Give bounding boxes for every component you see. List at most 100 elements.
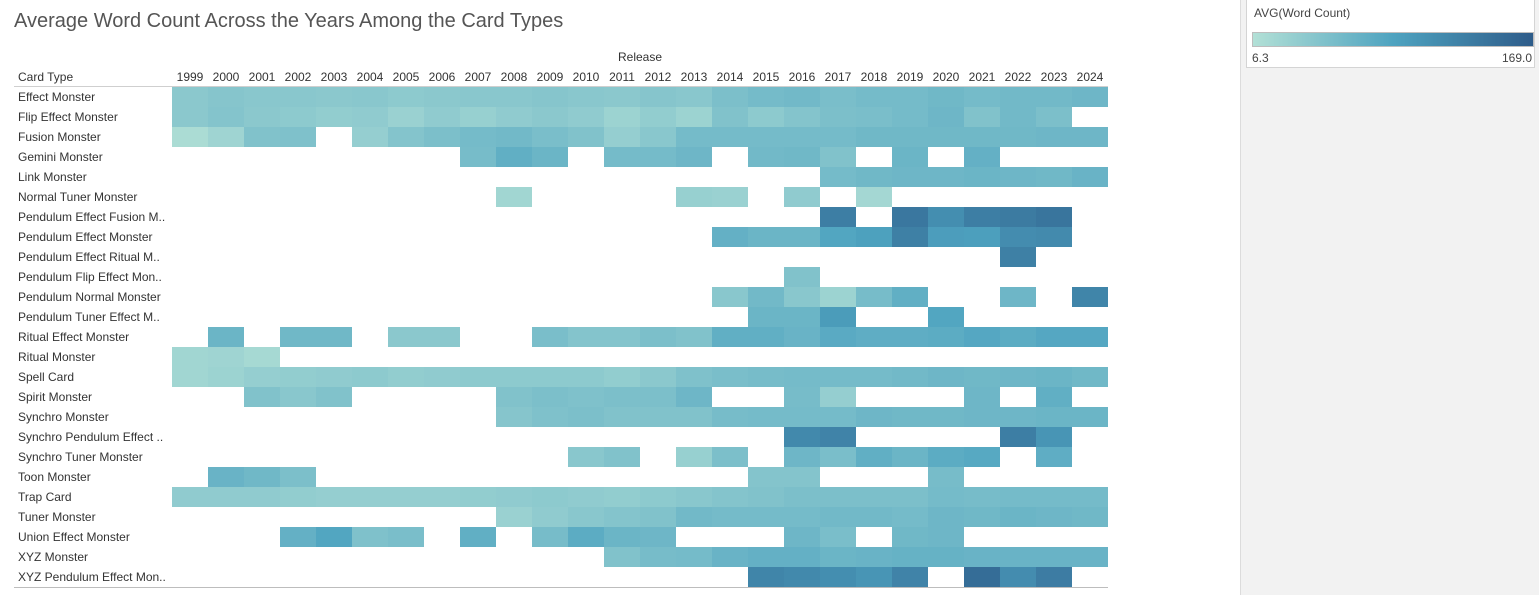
heatmap-cell xyxy=(748,407,784,427)
x-tick-label: 2020 xyxy=(933,70,960,84)
heatmap-cell xyxy=(316,387,352,407)
heatmap-cell xyxy=(1036,547,1072,567)
x-tick-label: 2023 xyxy=(1041,70,1068,84)
heatmap-cell xyxy=(496,487,532,507)
y-axis-header: Card Type xyxy=(18,70,73,84)
heatmap-cell xyxy=(784,407,820,427)
y-tick-label: Trap Card xyxy=(18,490,72,504)
legend-title: AVG(Word Count) xyxy=(1254,6,1351,20)
heatmap-cell xyxy=(676,187,712,207)
heatmap-cell xyxy=(712,547,748,567)
heatmap-cell xyxy=(784,567,820,587)
heatmap-cell xyxy=(208,107,244,127)
heatmap-cell xyxy=(820,387,856,407)
heatmap-cell xyxy=(892,167,928,187)
heatmap-cell xyxy=(496,187,532,207)
heatmap-cell xyxy=(856,567,892,587)
heatmap-cell xyxy=(568,127,604,147)
heatmap-cell xyxy=(280,87,316,107)
heatmap-cell xyxy=(568,107,604,127)
heatmap-cell xyxy=(532,387,568,407)
x-axis-header: Release xyxy=(618,50,662,64)
heatmap-cell xyxy=(820,507,856,527)
heatmap-cell xyxy=(316,527,352,547)
heatmap-cell xyxy=(496,507,532,527)
heatmap-cell xyxy=(532,487,568,507)
heatmap-cell xyxy=(424,127,460,147)
heatmap-cell xyxy=(1072,167,1108,187)
x-tick-label: 2002 xyxy=(285,70,312,84)
heatmap-cell xyxy=(856,487,892,507)
x-tick-label: 2000 xyxy=(213,70,240,84)
heatmap-cell xyxy=(712,107,748,127)
legend-pane: AVG(Word Count) 6.3 169.0 xyxy=(1240,0,1539,595)
heatmap-cell xyxy=(496,147,532,167)
heatmap-cell xyxy=(568,87,604,107)
heatmap-cell xyxy=(604,327,640,347)
heatmap-cell xyxy=(712,87,748,107)
heatmap-cell xyxy=(244,367,280,387)
heatmap-cell xyxy=(316,107,352,127)
y-tick-label: Synchro Tuner Monster xyxy=(18,450,143,464)
heatmap-cell xyxy=(820,487,856,507)
x-tick-label: 2006 xyxy=(429,70,456,84)
heatmap-cell xyxy=(532,407,568,427)
heatmap-cell xyxy=(964,507,1000,527)
heatmap-cell xyxy=(1036,427,1072,447)
heatmap-cell xyxy=(892,287,928,307)
heatmap-cell xyxy=(1072,327,1108,347)
heatmap-cell xyxy=(244,387,280,407)
heatmap-cell xyxy=(568,407,604,427)
heatmap-cell xyxy=(820,107,856,127)
heatmap-cell xyxy=(748,327,784,347)
y-tick-label: Pendulum Effect Ritual M.. xyxy=(18,250,160,264)
heatmap-cell xyxy=(676,487,712,507)
y-tick-label: Link Monster xyxy=(18,170,87,184)
heatmap-cell xyxy=(1000,567,1036,587)
y-tick-label: Union Effect Monster xyxy=(18,530,130,544)
heatmap-cell xyxy=(892,127,928,147)
heatmap-cell xyxy=(1036,487,1072,507)
heatmap-cell xyxy=(892,547,928,567)
heatmap-cell xyxy=(604,407,640,427)
heatmap-cell xyxy=(424,87,460,107)
heatmap-cell xyxy=(532,367,568,387)
heatmap-cell xyxy=(640,87,676,107)
heatmap-cell xyxy=(1036,327,1072,347)
heatmap-cell xyxy=(712,367,748,387)
heatmap-cell xyxy=(748,147,784,167)
y-tick-label: Fusion Monster xyxy=(18,130,101,144)
heatmap-cell xyxy=(460,127,496,147)
heatmap-cell xyxy=(604,147,640,167)
heatmap-cell xyxy=(928,167,964,187)
heatmap-cell xyxy=(424,487,460,507)
heatmap-cell xyxy=(784,307,820,327)
heatmap-cell xyxy=(892,407,928,427)
heatmap-cell xyxy=(640,507,676,527)
heatmap-cell xyxy=(928,447,964,467)
heatmap-cell xyxy=(928,327,964,347)
x-tick-label: 2010 xyxy=(573,70,600,84)
heatmap-cell xyxy=(856,127,892,147)
heatmap-cell xyxy=(784,327,820,347)
heatmap-cell xyxy=(460,487,496,507)
heatmap-cell xyxy=(748,467,784,487)
heatmap-cell xyxy=(928,127,964,147)
heatmap-cell xyxy=(784,387,820,407)
heatmap-cell xyxy=(1072,287,1108,307)
heatmap-cell xyxy=(568,487,604,507)
heatmap-cell xyxy=(676,447,712,467)
heatmap-cell xyxy=(820,207,856,227)
heatmap-cell xyxy=(496,127,532,147)
heatmap-cell xyxy=(964,147,1000,167)
x-tick-label: 2009 xyxy=(537,70,564,84)
x-tick-label: 2019 xyxy=(897,70,924,84)
heatmap-cell xyxy=(172,87,208,107)
heatmap-cell xyxy=(388,127,424,147)
heatmap-cell xyxy=(280,127,316,147)
heatmap-cell xyxy=(1072,407,1108,427)
color-legend[interactable]: AVG(Word Count) 6.3 169.0 xyxy=(1246,0,1535,68)
heatmap-cell xyxy=(352,87,388,107)
heatmap-cell xyxy=(496,407,532,427)
chart-title: Average Word Count Across the Years Amon… xyxy=(14,10,564,32)
